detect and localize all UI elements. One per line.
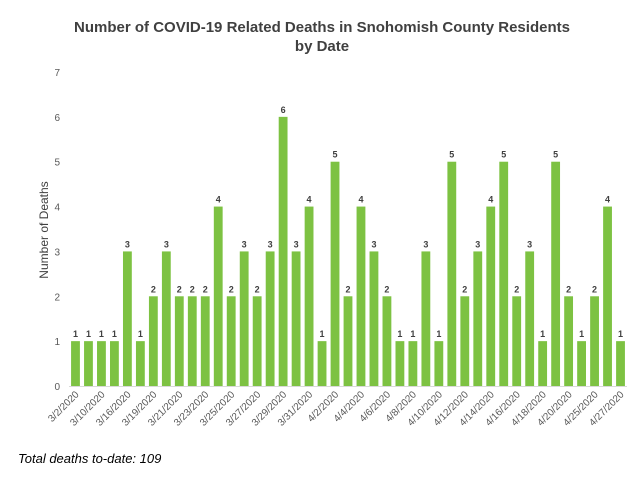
data-label: 5	[501, 150, 506, 160]
total-deaths-note: Total deaths to-date: 109	[18, 451, 162, 466]
bar	[200, 296, 210, 386]
bar	[382, 296, 392, 386]
bar	[564, 296, 574, 386]
bar	[343, 296, 353, 386]
bar	[369, 251, 379, 386]
data-label: 3	[242, 239, 247, 249]
data-label: 4	[605, 195, 610, 205]
bar	[395, 341, 405, 386]
bar	[97, 341, 106, 386]
bar	[135, 341, 145, 386]
bar	[499, 161, 509, 386]
data-label: 5	[333, 150, 338, 160]
data-label: 3	[164, 239, 169, 249]
bar	[110, 341, 119, 386]
data-label: 1	[320, 329, 325, 339]
data-label: 1	[436, 329, 441, 339]
bar	[84, 341, 93, 386]
data-label: 5	[449, 150, 454, 160]
data-label: 1	[540, 329, 545, 339]
bar	[434, 341, 444, 386]
bar	[330, 161, 340, 386]
data-label: 3	[268, 239, 273, 249]
y-tick-label: 2	[54, 292, 60, 303]
data-label: 3	[527, 239, 532, 249]
y-tick-label: 0	[54, 382, 60, 393]
y-tick-label: 1	[54, 337, 60, 348]
bar	[525, 251, 535, 386]
data-label: 1	[138, 329, 143, 339]
data-label: 2	[345, 284, 350, 294]
data-label: 5	[553, 150, 558, 160]
data-label: 2	[566, 284, 571, 294]
data-label: 3	[125, 239, 130, 249]
bar	[590, 296, 599, 386]
data-label: 2	[462, 284, 467, 294]
data-label: 2	[229, 284, 234, 294]
data-label: 2	[255, 284, 260, 294]
data-label: 1	[99, 329, 104, 339]
data-label: 4	[307, 195, 312, 205]
data-label: 4	[358, 195, 363, 205]
bar	[356, 206, 366, 386]
data-label: 3	[423, 239, 428, 249]
data-label: 2	[514, 284, 519, 294]
bar	[213, 206, 223, 386]
bar	[538, 341, 548, 386]
data-label: 6	[281, 105, 286, 115]
bar	[460, 296, 470, 386]
bar	[291, 251, 301, 386]
data-label: 1	[410, 329, 415, 339]
bar	[408, 341, 418, 386]
data-label: 1	[579, 329, 584, 339]
data-label: 1	[397, 329, 402, 339]
bar	[122, 251, 132, 386]
data-label: 2	[384, 284, 389, 294]
data-label: 3	[294, 239, 299, 249]
y-tick-label: 3	[54, 247, 60, 258]
bar	[577, 341, 586, 386]
data-label: 1	[73, 329, 78, 339]
data-label: 2	[151, 284, 156, 294]
bar	[148, 296, 158, 386]
bar	[616, 341, 625, 386]
y-tick-label: 7	[54, 68, 60, 79]
data-label: 4	[488, 195, 493, 205]
bar	[512, 296, 522, 386]
bar	[278, 116, 288, 386]
bar	[174, 296, 184, 386]
bar	[161, 251, 171, 386]
bar	[252, 296, 262, 386]
data-label: 2	[177, 284, 182, 294]
bar	[226, 296, 236, 386]
data-label: 1	[86, 329, 91, 339]
bar	[304, 206, 314, 386]
data-label: 1	[112, 329, 117, 339]
data-label: 2	[592, 284, 597, 294]
data-label: 2	[190, 284, 195, 294]
y-tick-label: 4	[54, 203, 60, 214]
bar	[473, 251, 483, 386]
y-tick-label: 6	[54, 113, 60, 124]
data-label: 3	[475, 239, 480, 249]
y-tick-label: 5	[54, 158, 60, 169]
bar	[551, 161, 561, 386]
bar	[71, 341, 80, 386]
chart-subtitle: by Date	[294, 38, 350, 55]
bar	[447, 161, 457, 386]
data-label: 2	[203, 284, 208, 294]
bar	[187, 296, 197, 386]
bar	[421, 251, 431, 386]
data-label: 3	[371, 239, 376, 249]
chart-title: Number of COVID-19 Related Deaths in Sno…	[74, 19, 570, 36]
bar	[239, 251, 249, 386]
bar	[317, 341, 327, 386]
data-label: 1	[618, 329, 623, 339]
bar	[265, 251, 275, 386]
bar	[486, 206, 496, 386]
data-label: 4	[216, 195, 221, 205]
bar	[603, 206, 612, 386]
